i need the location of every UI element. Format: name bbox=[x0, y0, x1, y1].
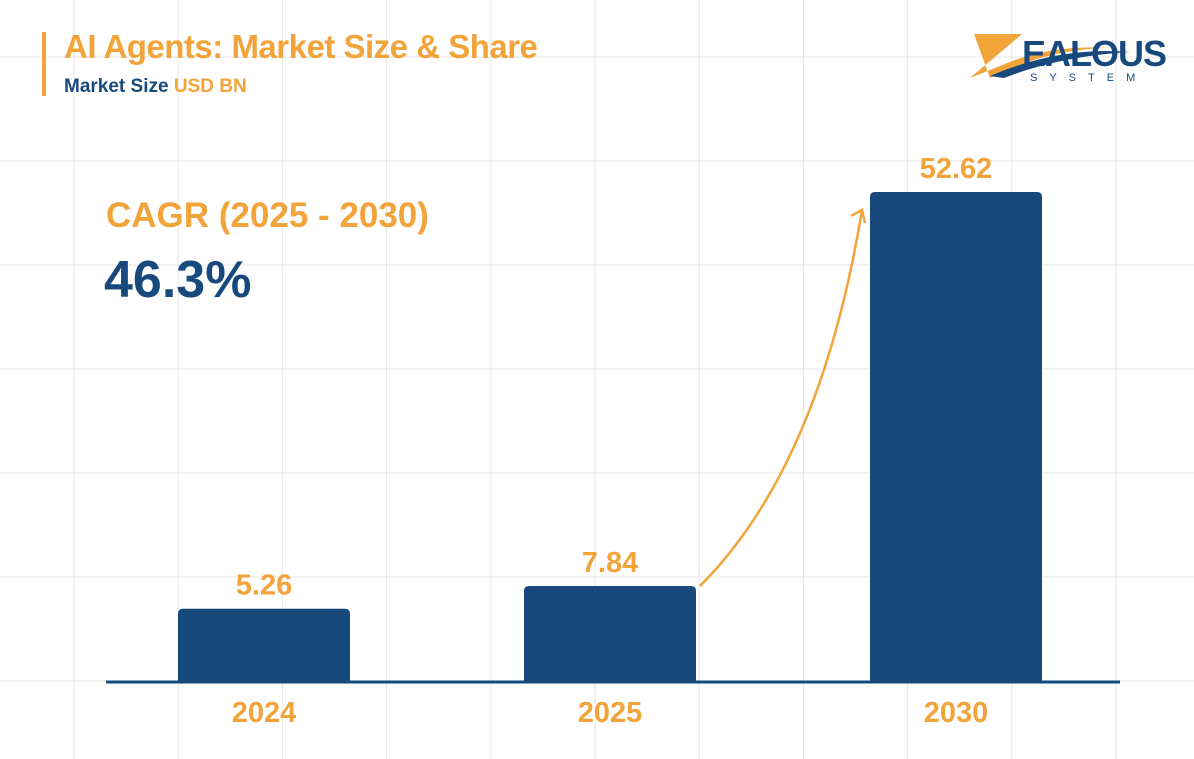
svg-text:EALOUS: EALOUS bbox=[1022, 33, 1166, 74]
chart-title: AI Agents: Market Size & Share bbox=[64, 28, 538, 65]
data-label: 52.62 bbox=[920, 153, 993, 185]
growth-arrow bbox=[699, 209, 864, 587]
x-tick-label: 2030 bbox=[924, 697, 989, 729]
zealous-system-logo: EALOUS SYSTEM bbox=[970, 33, 1167, 84]
subtitle-text: Market Size bbox=[64, 76, 169, 97]
bar-2030 bbox=[870, 191, 1042, 682]
subtitle-unit: USD BN bbox=[173, 76, 247, 97]
cagr-value: 46.3% bbox=[104, 251, 252, 309]
bar-2024 bbox=[178, 608, 350, 682]
arrow-head-icon bbox=[850, 208, 867, 224]
chart-subtitle: Market Size USD BN bbox=[64, 76, 247, 98]
svg-text:SYSTEM: SYSTEM bbox=[1030, 72, 1147, 84]
x-tick-label: 2025 bbox=[578, 697, 643, 729]
x-tick-label: 2024 bbox=[232, 697, 297, 729]
data-label: 5.26 bbox=[236, 570, 292, 602]
data-label: 7.84 bbox=[582, 547, 638, 579]
title-accent-bar bbox=[42, 32, 46, 96]
cagr-label: CAGR (2025 - 2030) bbox=[106, 196, 429, 235]
bar-2025 bbox=[524, 586, 696, 682]
